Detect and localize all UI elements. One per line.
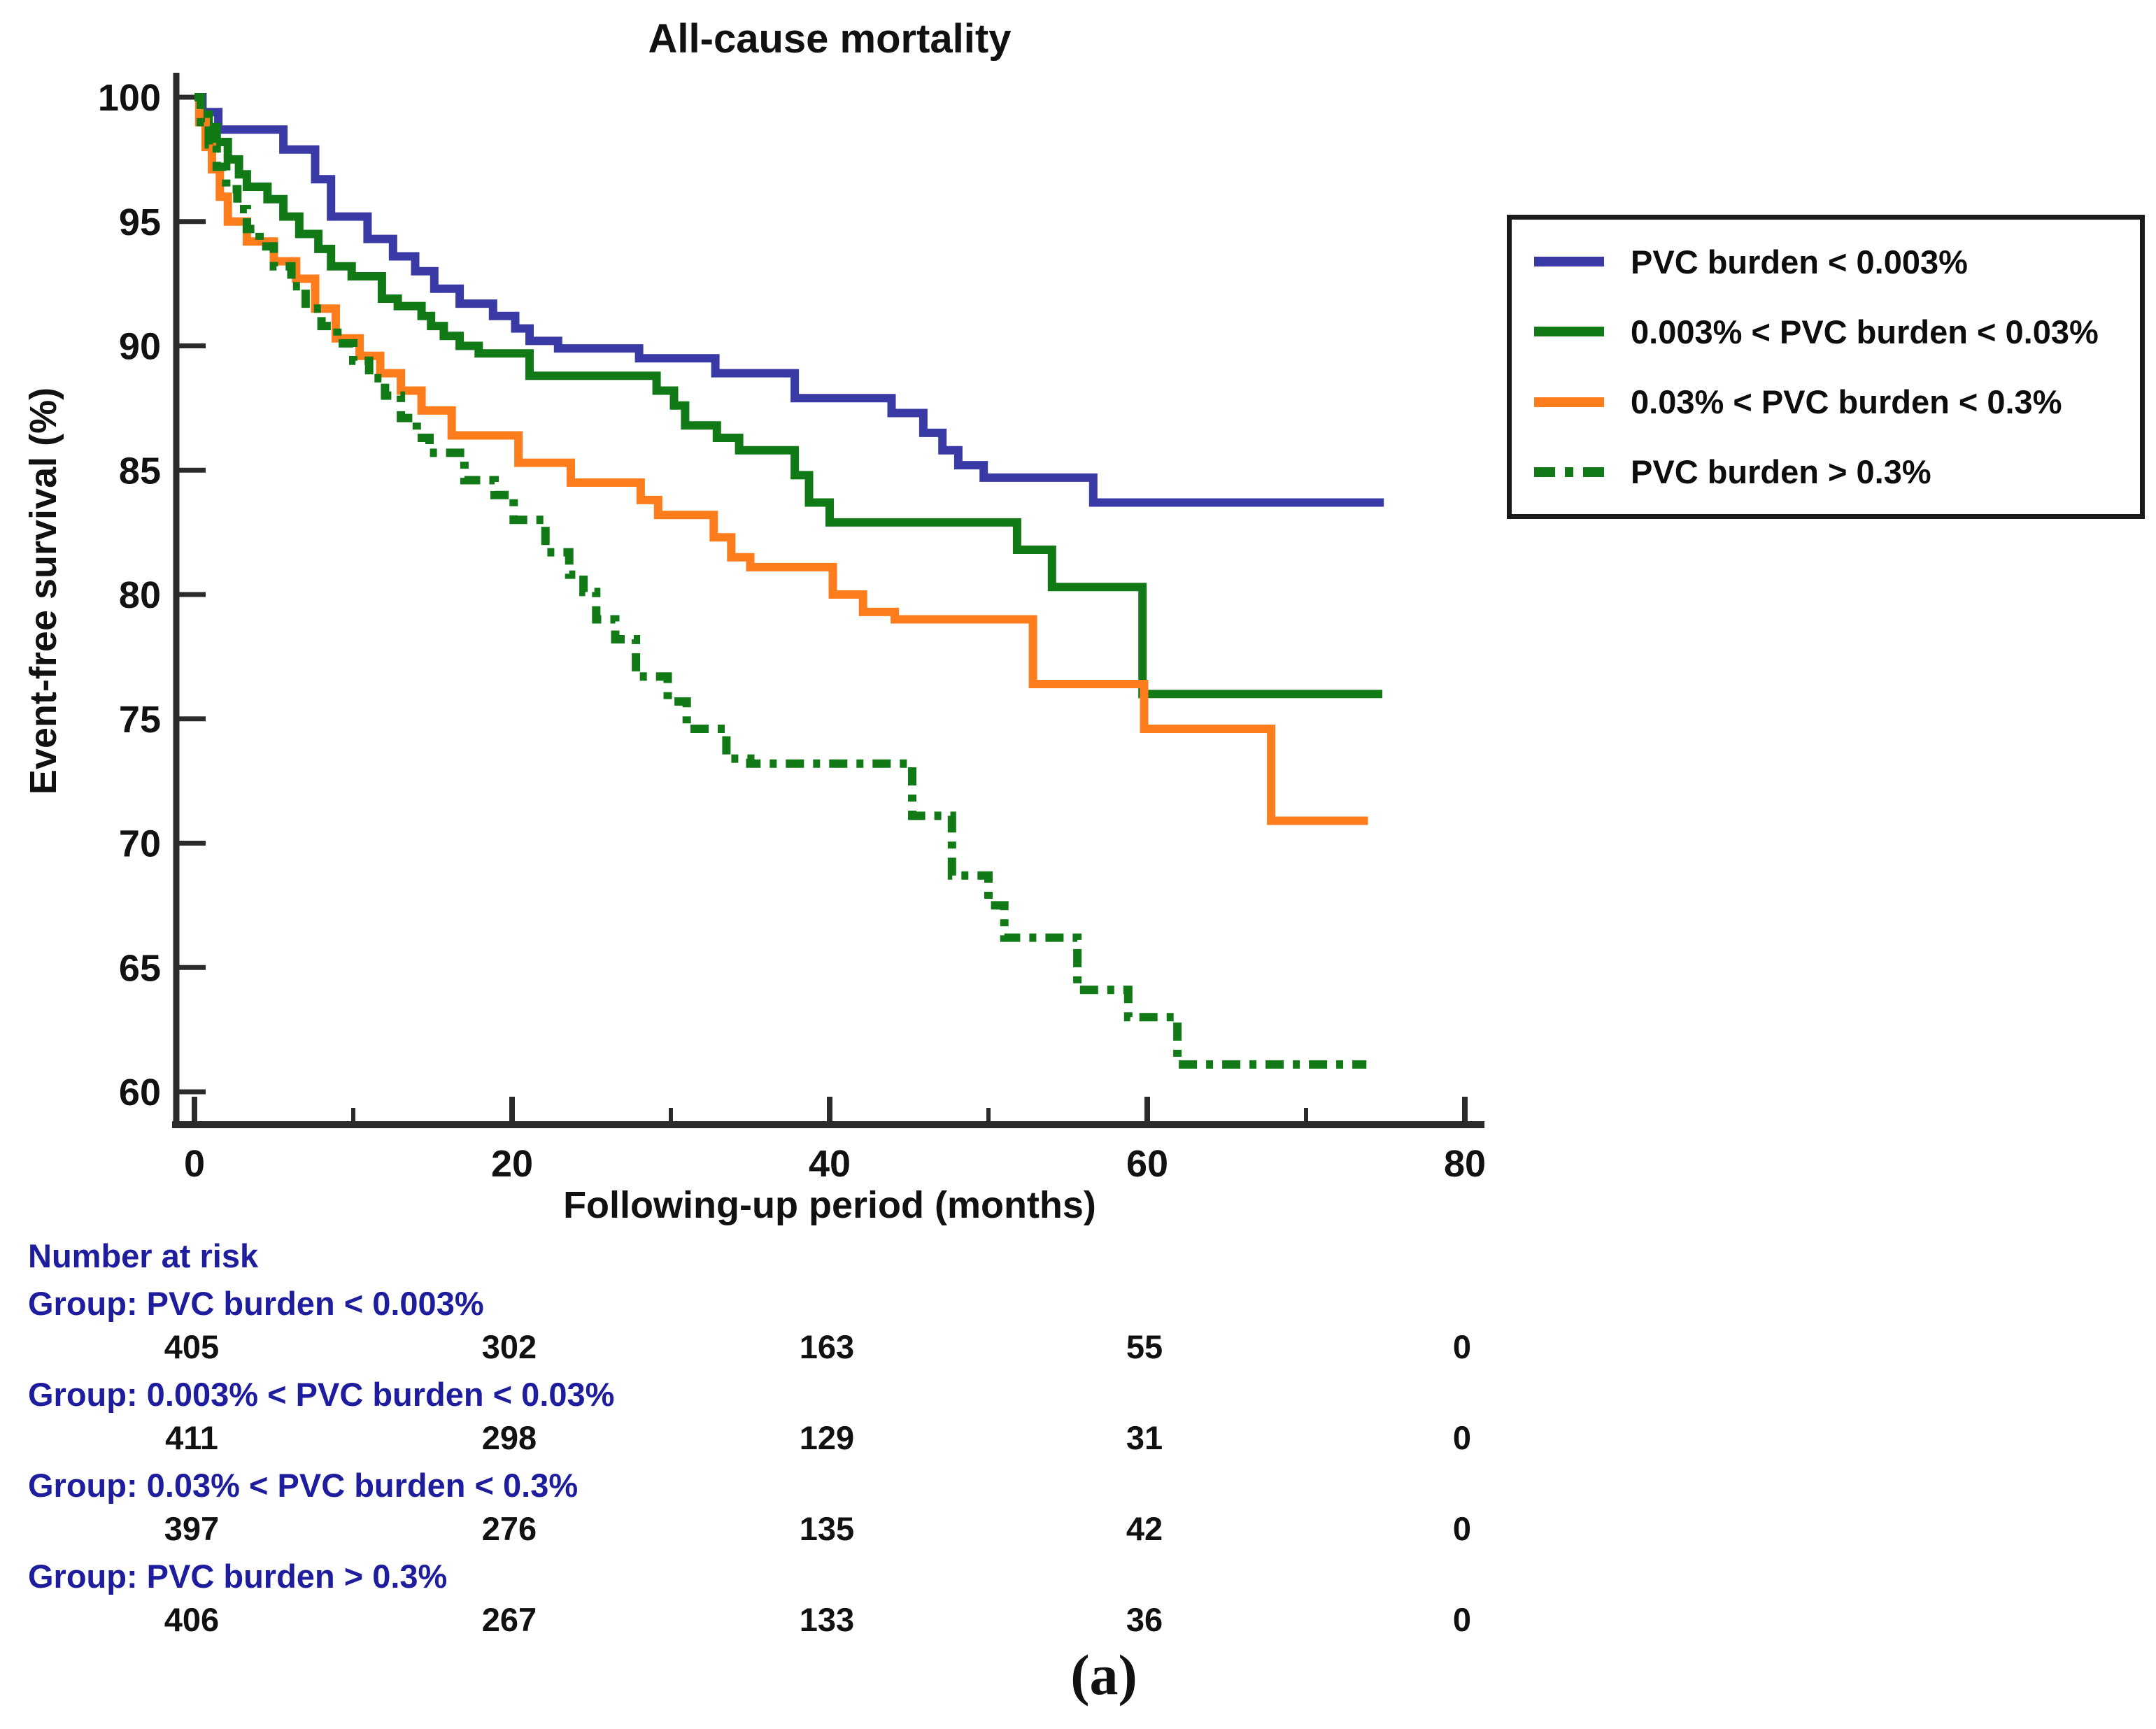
legend-line-sample-2 <box>1534 397 1604 407</box>
risk-count-2-4: 0 <box>1452 1510 1472 1547</box>
risk-count-0-4: 0 <box>1452 1328 1472 1365</box>
risk-count-0-0: 405 <box>164 1328 220 1365</box>
survival-curve-2 <box>194 93 1368 825</box>
y-tick-label: 90 <box>119 326 161 368</box>
x-tick-label: 40 <box>809 1143 851 1185</box>
risk-count-3-0: 406 <box>164 1601 220 1638</box>
y-tick-label: 60 <box>119 1072 161 1113</box>
risk-group-label-0: Group: PVC burden < 0.003% <box>28 1285 484 1322</box>
risk-table-heading: Number at risk <box>28 1237 259 1274</box>
risk-count-3-1: 267 <box>481 1601 537 1638</box>
y-tick-label: 65 <box>119 947 161 989</box>
legend-label-1: 0.003% < PVC burden < 0.03% <box>1631 313 2099 350</box>
survival-plot: 100 95 90 85 80 75 70 65 60 0 20 40 60 80 <box>98 73 1486 1185</box>
x-tick-label: 80 <box>1444 1143 1486 1185</box>
risk-count-3-2: 133 <box>799 1601 855 1638</box>
survival-curve-3 <box>194 93 1367 1069</box>
legend-item-3: PVC burden > 0.3% <box>1512 439 2140 506</box>
legend: PVC burden < 0.003% 0.003% < PVC burden <… <box>1507 215 2145 519</box>
risk-count-2-3: 42 <box>1126 1510 1163 1547</box>
risk-count-1-4: 0 <box>1452 1419 1472 1456</box>
x-tick-label: 20 <box>491 1143 533 1185</box>
legend-label-0: PVC burden < 0.003% <box>1631 243 1968 280</box>
risk-count-1-1: 298 <box>481 1419 537 1456</box>
risk-count-3-4: 0 <box>1452 1601 1472 1638</box>
risk-group-label-2: Group: 0.03% < PVC burden < 0.3% <box>28 1467 579 1504</box>
risk-count-2-2: 135 <box>799 1510 855 1547</box>
y-tick-label: 85 <box>119 450 161 492</box>
survival-curve-1 <box>194 93 1382 699</box>
risk-count-0-2: 163 <box>799 1328 855 1365</box>
risk-count-2-0: 397 <box>164 1510 220 1547</box>
legend-line-sample-0 <box>1534 257 1604 267</box>
risk-count-1-3: 31 <box>1126 1419 1163 1456</box>
survival-curve-0 <box>194 93 1384 507</box>
y-tick-label: 95 <box>119 201 161 243</box>
y-tick-label: 100 <box>98 77 161 119</box>
y-tick-label: 80 <box>119 574 161 616</box>
risk-count-0-3: 55 <box>1126 1328 1163 1365</box>
legend-line-sample-1 <box>1534 327 1604 337</box>
chart-title: All-cause mortality <box>648 16 1012 62</box>
risk-count-1-2: 129 <box>799 1419 855 1456</box>
x-tick-label: 0 <box>184 1143 205 1185</box>
risk-count-0-1: 302 <box>481 1328 537 1365</box>
legend-item-1: 0.003% < PVC burden < 0.03% <box>1512 298 2140 365</box>
legend-item-0: PVC burden < 0.003% <box>1512 228 2140 295</box>
figure-caption: (a) <box>1070 1643 1137 1707</box>
legend-item-2: 0.03% < PVC burden < 0.3% <box>1512 369 2140 436</box>
y-tick-label: 70 <box>119 823 161 865</box>
risk-count-1-0: 411 <box>165 1419 218 1456</box>
x-tick-label: 60 <box>1126 1143 1168 1185</box>
legend-line-sample-3 <box>1534 467 1604 477</box>
risk-count-3-3: 36 <box>1126 1601 1163 1638</box>
risk-group-label-3: Group: PVC burden > 0.3% <box>28 1558 448 1595</box>
y-tick-label: 75 <box>119 699 161 741</box>
x-axis-label: Following-up period (months) <box>563 1184 1096 1226</box>
legend-label-3: PVC burden > 0.3% <box>1631 453 1931 491</box>
risk-count-2-1: 276 <box>481 1510 537 1547</box>
legend-label-2: 0.03% < PVC burden < 0.3% <box>1631 383 2062 421</box>
risk-group-label-1: Group: 0.003% < PVC burden < 0.03% <box>28 1376 615 1413</box>
